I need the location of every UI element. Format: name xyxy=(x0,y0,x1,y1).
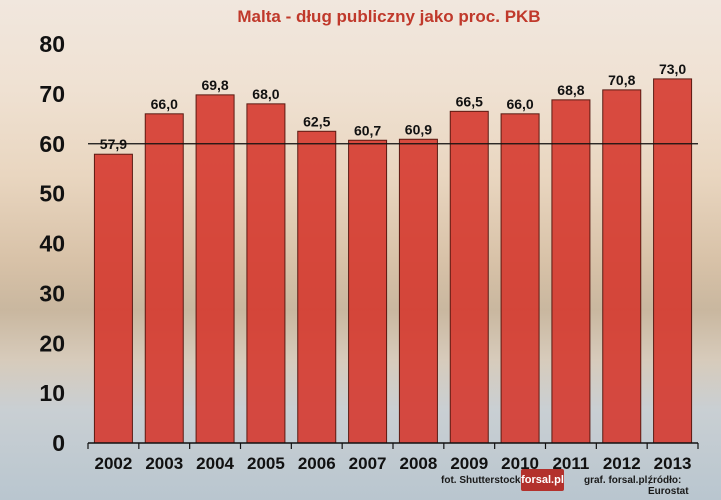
x-tick-label: 2008 xyxy=(400,454,438,473)
x-tick-label: 2003 xyxy=(145,454,183,473)
x-tick-label: 2002 xyxy=(95,454,133,473)
bar xyxy=(653,78,693,444)
y-tick-label: 0 xyxy=(52,430,65,456)
bar-value-label: 62,5 xyxy=(303,113,330,129)
y-tick-label: 80 xyxy=(39,31,65,57)
bar-value-label: 66,5 xyxy=(456,93,483,109)
bar-value-label: 68,8 xyxy=(557,82,584,98)
photo-credit: fot. Shutterstock xyxy=(441,475,521,486)
y-tick-label: 30 xyxy=(39,280,65,306)
forsal-logo: forsal.pl xyxy=(521,469,564,491)
x-tick-label: 2004 xyxy=(196,454,234,473)
bar xyxy=(297,130,337,444)
x-tick-label: 2011 xyxy=(552,454,589,473)
bar-value-label: 60,7 xyxy=(354,122,381,138)
x-tick-label: 2005 xyxy=(247,454,285,473)
bar xyxy=(551,99,591,444)
source-credit: źródło: Eurostat xyxy=(648,475,689,497)
y-tick-label: 10 xyxy=(39,380,65,406)
bar xyxy=(195,94,235,444)
bar xyxy=(93,153,133,444)
y-tick-label: 40 xyxy=(39,231,65,257)
bar xyxy=(348,139,388,444)
bar-value-label: 66,0 xyxy=(151,96,178,112)
y-tick-label: 50 xyxy=(39,181,65,207)
graphic-credit: graf. forsal.pl; xyxy=(584,475,651,486)
y-tick-label: 70 xyxy=(39,81,65,107)
bar-value-label: 69,8 xyxy=(201,77,228,93)
bar-value-label: 68,0 xyxy=(252,86,279,102)
bar xyxy=(144,113,184,444)
bar-value-label: 70,8 xyxy=(608,72,635,88)
bar-value-label: 73,0 xyxy=(659,61,686,77)
y-tick-label: 60 xyxy=(39,131,65,157)
x-tick-label: 2006 xyxy=(298,454,336,473)
bar-value-label: 60,9 xyxy=(405,121,432,137)
x-tick-label: 2007 xyxy=(349,454,387,473)
bar xyxy=(449,110,489,444)
bar xyxy=(602,89,642,444)
bar xyxy=(246,103,286,444)
bar xyxy=(500,113,540,444)
x-tick-label: 2010 xyxy=(501,454,539,473)
x-tick-label: 2009 xyxy=(450,454,488,473)
x-tick-label: 2013 xyxy=(654,454,692,473)
chart-title: Malta - dług publiczny jako proc. PKB xyxy=(237,7,540,26)
bar-value-label: 66,0 xyxy=(506,96,533,112)
x-tick-label: 2012 xyxy=(603,454,641,473)
y-tick-label: 20 xyxy=(39,330,65,356)
bar xyxy=(398,138,438,444)
